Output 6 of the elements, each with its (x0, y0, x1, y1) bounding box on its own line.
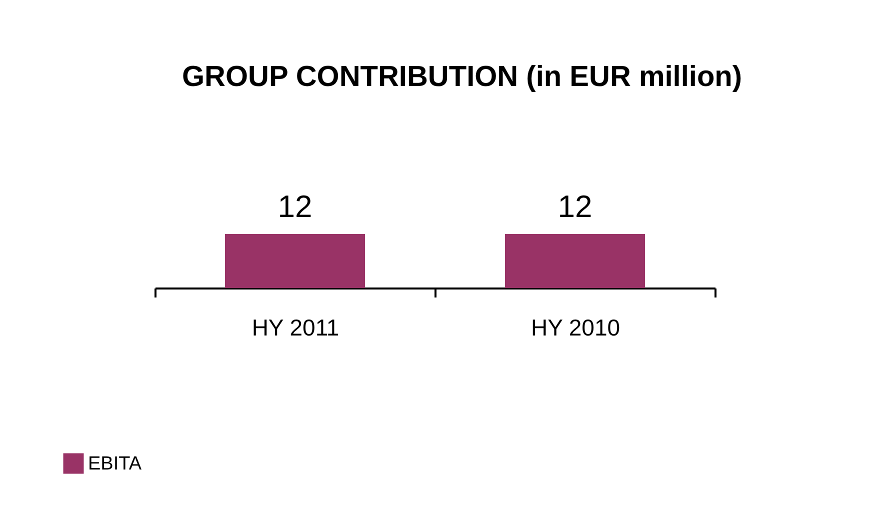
chart-title: GROUP CONTRIBUTION (in EUR million) (182, 61, 742, 93)
legend-label: EBITA (88, 454, 142, 474)
x-tick-label: HY 2010 (530, 314, 620, 340)
x-tick-label: HY 2011 (252, 314, 340, 340)
data-label: 12 (558, 189, 592, 224)
data-label: 12 (278, 189, 312, 224)
